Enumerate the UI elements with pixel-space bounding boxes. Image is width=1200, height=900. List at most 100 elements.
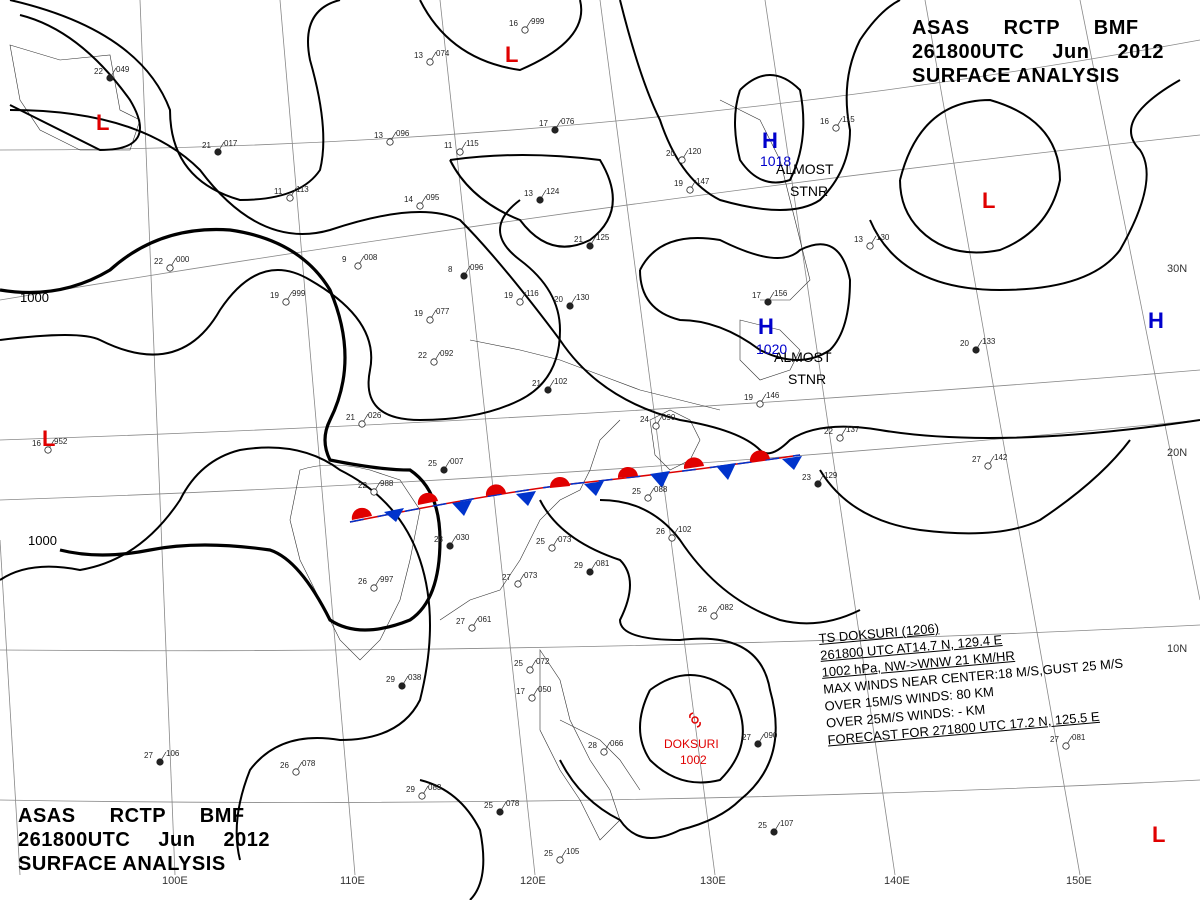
- station-circle-icon: [832, 124, 840, 132]
- station-pressure: 077: [436, 307, 450, 316]
- station-circle-icon: [528, 694, 536, 702]
- isobar-14: [639, 674, 744, 784]
- station-temperature: 17: [539, 119, 548, 128]
- station-temperature: 19: [744, 393, 753, 402]
- station-pressure: 102: [678, 525, 692, 534]
- lon-label-100e: 100E: [162, 875, 188, 887]
- station-pressure: 113: [296, 185, 309, 194]
- stnr-note-2-line1: ALMOST: [774, 349, 832, 365]
- station-temperature: 29: [574, 561, 583, 570]
- station-pressure: 026: [368, 411, 382, 420]
- longitude-lines: [0, 0, 1200, 876]
- station-plot: 20 120: [666, 147, 702, 164]
- station-circle-icon: [282, 298, 290, 306]
- station-circle-icon: [426, 316, 434, 324]
- station-plot: 16 952: [32, 437, 68, 454]
- station-pressure: 095: [426, 193, 440, 202]
- low-center-east: L: [982, 188, 995, 213]
- station-plot: 11 115: [444, 139, 479, 156]
- station-circle-icon: [866, 242, 874, 250]
- station-plots: 22 049 13 074 16 999 17 076 13 096 11 115 21 017 11 113…: [32, 17, 1086, 864]
- station-circle-icon: [292, 768, 300, 776]
- high-center-east: H: [1148, 308, 1164, 333]
- station-temperature: 20: [554, 295, 563, 304]
- station-plot: 22 000: [154, 255, 190, 272]
- station-circle-icon: [354, 262, 362, 270]
- isobar-17: [599, 499, 861, 625]
- station-temperature: 8: [448, 265, 453, 274]
- isobar-2: [9, 0, 341, 202]
- station-pressure: 115: [466, 139, 479, 148]
- station-temperature: 25: [514, 659, 523, 668]
- station-circle-icon: [468, 624, 476, 632]
- header-bottom-left-line1: ASAS RCTP BMF: [18, 805, 245, 827]
- station-plot: 27 106: [144, 749, 180, 766]
- station-temperature: 19: [414, 309, 423, 318]
- station-temperature: 21: [532, 379, 541, 388]
- station-temperature: 22: [94, 67, 103, 76]
- station-pressure: 133: [982, 337, 996, 346]
- station-plot: 13 124: [524, 187, 560, 204]
- station-temperature: 22: [358, 481, 367, 490]
- station-temperature: 14: [404, 195, 413, 204]
- station-pressure: 083: [428, 783, 442, 792]
- stnr-note-2-line2: STNR: [788, 371, 826, 387]
- isobar-16: [819, 439, 1131, 535]
- station-plot: 11 113: [274, 185, 309, 202]
- station-temperature: 26: [698, 605, 707, 614]
- station-temperature: 13: [524, 189, 533, 198]
- station-circle-icon: [756, 400, 764, 408]
- station-circle-icon: [370, 584, 378, 592]
- station-pressure: 115: [842, 115, 855, 124]
- isobars-1000: [0, 227, 442, 632]
- lon-label-120e: 120E: [520, 875, 546, 887]
- station-temperature: 11: [444, 141, 453, 150]
- lat-label-20n: 20N: [1167, 447, 1187, 459]
- station-pressure: 096: [396, 129, 410, 138]
- station-pressure: 088: [654, 485, 668, 494]
- station-pressure: 107: [780, 819, 794, 828]
- station-pressure: 102: [554, 377, 568, 386]
- low-center-west: L: [42, 426, 55, 451]
- station-circle-icon: [770, 828, 778, 836]
- station-pressure: 082: [720, 603, 734, 612]
- station-temperature: 21: [346, 413, 355, 422]
- station-plot: 16 999: [509, 17, 545, 34]
- station-circle-icon: [286, 194, 294, 202]
- station-circle-icon: [430, 358, 438, 366]
- station-pressure: 030: [456, 533, 470, 542]
- station-pressure: 000: [176, 255, 190, 264]
- station-circle-icon: [456, 148, 464, 156]
- station-circle-icon: [652, 422, 660, 430]
- station-temperature: 19: [270, 291, 279, 300]
- header-top-right-line1: ASAS RCTP BMF: [912, 17, 1139, 39]
- station-circle-icon: [526, 666, 534, 674]
- low-center-north: L: [505, 42, 518, 67]
- station-circle-icon: [972, 346, 980, 354]
- station-plot: 26 082: [698, 603, 734, 620]
- station-temperature: 26: [656, 527, 665, 536]
- station-circle-icon: [460, 272, 468, 280]
- station-plot: 25 088: [632, 485, 668, 502]
- isobar-11: [869, 79, 1181, 292]
- station-pressure: 142: [994, 453, 1008, 462]
- station-circle-icon: [586, 568, 594, 576]
- isobar-9: [639, 237, 852, 361]
- station-pressure: 125: [596, 233, 610, 242]
- station-circle-icon: [496, 808, 504, 816]
- station-pressure: 008: [364, 253, 378, 262]
- station-circle-icon: [668, 534, 676, 542]
- station-plot: 13 096: [374, 129, 410, 146]
- station-temperature: 20: [960, 339, 969, 348]
- lon-label-130e: 130E: [700, 875, 726, 887]
- header-top-right-line2: 261800UTC Jun 2012: [912, 41, 1165, 63]
- station-temperature: 25: [428, 459, 437, 468]
- station-pressure: 137: [846, 425, 860, 434]
- station-pressure: 147: [696, 177, 710, 186]
- station-plot: 25 072: [514, 657, 550, 674]
- isobar-label-1000-south: 1000: [28, 533, 57, 548]
- station-pressure: 090: [764, 731, 778, 740]
- station-temperature: 25: [758, 821, 767, 830]
- station-pressure: 073: [524, 571, 538, 580]
- station-circle-icon: [644, 494, 652, 502]
